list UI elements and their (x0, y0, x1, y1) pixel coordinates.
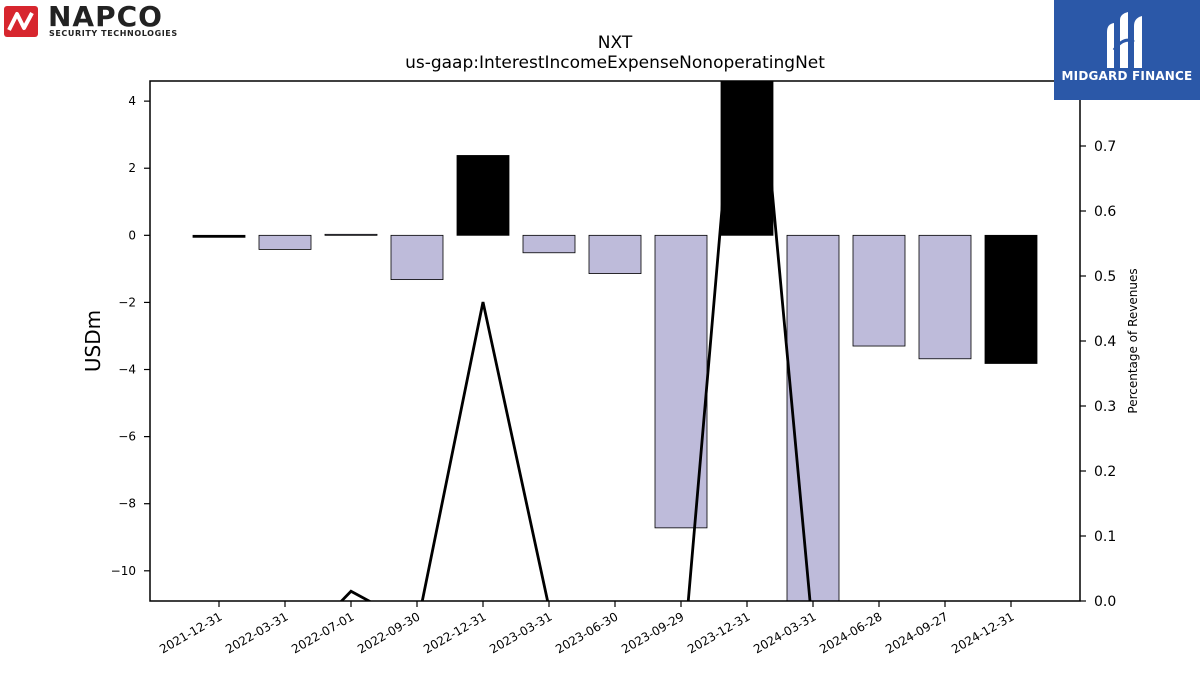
napco-logo: NAPCO SECURITY TECHNOLOGIES (4, 0, 208, 40)
y-axis-label: USDm (81, 310, 105, 372)
bar-series (192, 81, 1038, 601)
y-tick-label: 0 (128, 228, 136, 242)
x-tick-label: 2023-03-31 (487, 609, 554, 656)
revenue-percentage-line (339, 81, 812, 601)
x-tick-label: 2024-06-28 (817, 609, 884, 656)
x-tick-label: 2024-03-31 (751, 609, 818, 656)
bar-2024-03-31 (786, 234, 840, 601)
x-axis-ticks: 2021-12-312022-03-312022-07-012022-09-30… (157, 601, 1017, 656)
y-tick-label: 4 (128, 94, 136, 108)
y-tick-label: 2 (128, 161, 136, 175)
x-tick-label: 2024-12-31 (949, 609, 1016, 656)
x-tick-label: 2023-09-29 (619, 609, 686, 656)
bar-2024-12-31 (984, 234, 1038, 364)
bar-2022-12-31 (456, 155, 510, 236)
napco-tagline: SECURITY TECHNOLOGIES (49, 29, 178, 38)
x-tick-label: 2022-07-01 (289, 609, 356, 656)
y2-tick-label: 0.4 (1094, 334, 1116, 350)
y2-axis-label: Percentage of Revenues (1126, 268, 1140, 413)
y2-tick-label: 0.1 (1094, 529, 1116, 545)
bar-2024-09-27 (918, 234, 972, 360)
y2-tick-label: 0.0 (1094, 594, 1116, 610)
x-tick-label: 2023-06-30 (553, 609, 620, 656)
bar-2022-09-30 (390, 234, 444, 281)
x-tick-label: 2023-12-31 (685, 609, 752, 656)
y2-tick-label: 0.7 (1094, 139, 1116, 155)
left-axis-ticks: 4 2 0 −2 −4 −6 −8 −10 (111, 94, 150, 578)
right-axis-ticks: 0.80.70.60.50.40.30.20.10.0 (1080, 74, 1116, 610)
chart-title: NXT (598, 33, 633, 53)
y2-tick-label: 0.2 (1094, 464, 1116, 480)
napco-name: NAPCO (48, 0, 163, 33)
x-tick-label: 2022-09-30 (355, 609, 422, 656)
x-tick-label: 2022-03-31 (223, 609, 290, 656)
napco-logo-icon (4, 6, 38, 37)
bar-2023-06-30 (588, 234, 642, 274)
bar-2022-03-31 (258, 234, 312, 250)
y-tick-label: −2 (118, 295, 136, 309)
midgard-logo-icon (1107, 12, 1142, 68)
y-tick-label: −10 (111, 564, 136, 578)
line-series (339, 81, 812, 601)
bar-2021-12-31 (192, 234, 246, 238)
bar-2022-07-01 (324, 233, 378, 236)
bar-2024-06-28 (852, 234, 906, 347)
x-tick-label: 2024-09-27 (883, 609, 950, 656)
bar-2023-03-31 (522, 234, 576, 254)
y-tick-label: −6 (118, 430, 136, 444)
y-tick-label: −4 (118, 363, 136, 377)
y2-tick-label: 0.6 (1094, 204, 1116, 220)
x-tick-label: 2021-12-31 (157, 609, 224, 656)
x-tick-label: 2022-12-31 (421, 609, 488, 656)
chart-subtitle: us-gaap:InterestIncomeExpenseNonoperatin… (405, 53, 825, 73)
y-tick-label: −8 (118, 497, 136, 511)
y2-tick-label: 0.3 (1094, 399, 1116, 415)
y2-tick-label: 0.5 (1094, 269, 1116, 285)
midgard-logo: MIDGARD FINANCE (1054, 0, 1200, 100)
midgard-name: MIDGARD FINANCE (1061, 69, 1193, 83)
